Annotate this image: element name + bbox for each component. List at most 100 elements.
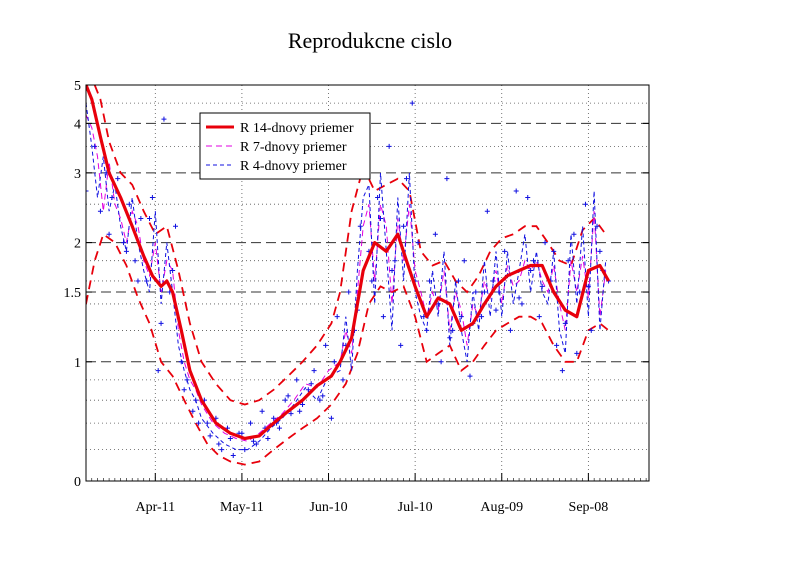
data-point <box>473 289 479 295</box>
data-point <box>170 268 176 274</box>
data-point <box>531 258 537 264</box>
data-point <box>507 327 513 333</box>
data-point <box>484 208 490 214</box>
data-point <box>250 438 256 444</box>
data-point <box>496 289 502 295</box>
data-point <box>320 393 326 399</box>
data-point <box>409 100 415 106</box>
series-line-7day <box>86 114 607 442</box>
x-tick-label: Sep-08 <box>569 500 609 515</box>
x-tick-label: Jun-10 <box>309 500 347 515</box>
data-point <box>392 258 398 264</box>
data-point <box>144 278 150 284</box>
data-point <box>377 216 383 222</box>
data-point <box>479 314 485 320</box>
data-point <box>300 402 306 408</box>
data-point <box>97 208 103 214</box>
data-point <box>386 143 392 149</box>
y-tick-label: 2 <box>74 237 81 252</box>
data-point <box>401 223 407 229</box>
data-point <box>276 425 282 431</box>
y-tick-label: 1 <box>74 356 81 371</box>
data-point <box>398 342 404 348</box>
x-axis-ticks: Apr-11 May-11 Jun-10 Jul-10 Aug-09 Sep-08 <box>85 473 647 515</box>
data-point <box>447 335 453 341</box>
data-point <box>455 278 461 284</box>
data-point <box>265 436 271 442</box>
x-tick-label: Jul-10 <box>398 500 433 515</box>
data-point <box>444 176 450 182</box>
data-point <box>574 350 580 356</box>
data-point <box>493 307 499 313</box>
data-point <box>239 430 245 436</box>
data-point <box>242 447 248 453</box>
data-point <box>190 408 196 414</box>
data-point <box>554 342 560 348</box>
data-point <box>536 314 542 320</box>
data-point <box>582 201 588 207</box>
data-point <box>149 194 155 200</box>
data-point <box>311 368 317 374</box>
series-line-4day <box>86 103 607 451</box>
data-point <box>571 231 577 237</box>
x-tick-label: May-11 <box>220 500 264 515</box>
data-point <box>562 320 568 326</box>
data-point <box>403 176 409 182</box>
y-tick-label: 0 <box>74 475 81 490</box>
series-line-band <box>93 85 607 406</box>
plot-area <box>86 85 612 466</box>
data-point <box>594 223 600 229</box>
data-point <box>502 248 508 254</box>
data-point <box>427 278 433 284</box>
data-point <box>173 223 179 229</box>
data-point <box>248 420 254 426</box>
data-point <box>207 433 213 439</box>
data-point <box>415 240 421 246</box>
data-point <box>346 289 352 295</box>
data-point <box>565 258 571 264</box>
data-point <box>588 327 594 333</box>
y-tick-label: 4 <box>74 117 81 132</box>
legend-label: R 7-dnovy priemer <box>240 140 347 155</box>
data-point <box>559 368 565 374</box>
y-tick-label: 3 <box>74 167 81 182</box>
data-point <box>528 268 534 274</box>
data-point <box>525 194 531 200</box>
data-point <box>216 441 222 447</box>
data-point <box>297 408 303 414</box>
data-point <box>155 368 161 374</box>
data-point <box>331 359 337 365</box>
data-point <box>115 176 121 182</box>
data-point <box>323 342 329 348</box>
data-point <box>389 268 395 274</box>
data-point <box>490 278 496 284</box>
data-point <box>106 231 112 237</box>
data-point <box>123 248 129 254</box>
data-point <box>317 397 323 403</box>
data-point <box>585 283 591 289</box>
data-point <box>135 278 141 284</box>
data-point <box>375 194 381 200</box>
data-point <box>432 231 438 237</box>
data-point <box>308 381 314 387</box>
data-point <box>513 188 519 194</box>
data-point <box>147 216 153 222</box>
data-point <box>227 436 233 442</box>
data-point <box>461 258 467 264</box>
y-tick-label: 1.5 <box>64 286 82 301</box>
data-point <box>109 194 115 200</box>
data-point <box>380 314 386 320</box>
data-point <box>230 452 236 458</box>
series-line-band <box>86 232 610 466</box>
data-point <box>138 216 144 222</box>
data-point <box>285 393 291 399</box>
data-point <box>86 188 89 194</box>
data-point <box>551 248 557 254</box>
series-line-14day <box>86 85 610 441</box>
data-point <box>288 411 294 417</box>
data-point <box>121 240 127 246</box>
data-point <box>126 201 132 207</box>
data-point <box>271 415 277 421</box>
data-point <box>259 408 265 414</box>
